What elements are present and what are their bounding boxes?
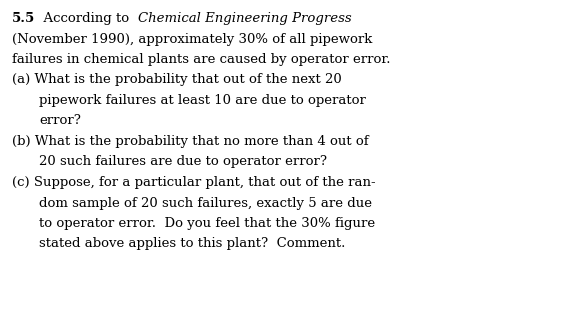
Text: (November 1990), approximately 30% of all pipework: (November 1990), approximately 30% of al… — [12, 33, 373, 45]
Text: failures in chemical plants are caused by operator error.: failures in chemical plants are caused b… — [12, 53, 391, 66]
Text: pipework failures at least 10 are due to operator: pipework failures at least 10 are due to… — [39, 94, 366, 107]
Text: Chemical Engineering Progress: Chemical Engineering Progress — [138, 12, 351, 25]
Text: error?: error? — [39, 115, 81, 128]
Text: According to: According to — [35, 12, 138, 25]
Text: stated above applies to this plant?  Comment.: stated above applies to this plant? Comm… — [39, 238, 346, 251]
Text: 20 such failures are due to operator error?: 20 such failures are due to operator err… — [39, 156, 327, 168]
Text: 5.5: 5.5 — [12, 12, 35, 25]
Text: to operator error.  Do you feel that the 30% figure: to operator error. Do you feel that the … — [39, 217, 375, 230]
Text: (b) What is the probability that no more than 4 out of: (b) What is the probability that no more… — [12, 135, 369, 148]
Text: dom sample of 20 such failures, exactly 5 are due: dom sample of 20 such failures, exactly … — [39, 196, 372, 210]
Text: (c) Suppose, for a particular plant, that out of the ran-: (c) Suppose, for a particular plant, tha… — [12, 176, 375, 189]
Text: (a) What is the probability that out of the next 20: (a) What is the probability that out of … — [12, 73, 342, 87]
